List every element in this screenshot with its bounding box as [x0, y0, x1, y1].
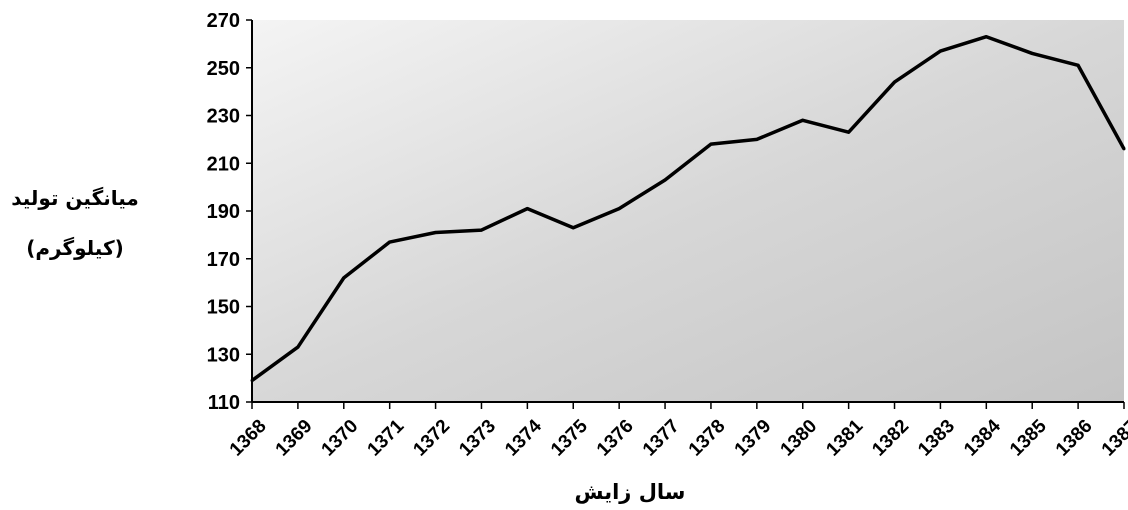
y-tick-label: 170 [207, 249, 240, 271]
data-point [388, 240, 392, 244]
y-axis-ticks: 110 130 150 170 190 210 230 250 270 [207, 10, 252, 414]
data-point [1076, 63, 1080, 67]
series-line [250, 34, 1126, 382]
x-tick-label: 1374 [501, 415, 546, 460]
data-point [984, 35, 988, 39]
data-point [893, 80, 897, 84]
data-point [571, 226, 575, 230]
x-tick-label: 1368 [226, 416, 271, 461]
x-tick-label: 1371 [364, 415, 409, 460]
y-tick-label: 110 [208, 392, 240, 414]
data-point [847, 130, 851, 134]
data-point [938, 49, 942, 53]
x-tick-label: 1385 [1006, 415, 1051, 460]
x-tick-label: 1378 [685, 416, 730, 461]
x-tick-label: 1384 [960, 415, 1005, 460]
x-tick-label: 1382 [868, 416, 913, 461]
x-tick-label: 1387 [1098, 416, 1128, 461]
data-point [296, 345, 300, 349]
x-axis-ticks: 1368 1369 1370 1371 1372 1373 1374 1375 1376 1377… [226, 402, 1128, 460]
data-point [709, 142, 713, 146]
y-axis-label-line1: میانگین تولید [11, 186, 139, 210]
y-tick-label: 130 [207, 344, 240, 366]
data-point [1030, 51, 1034, 55]
y-tick-label: 190 [207, 201, 240, 223]
x-tick-label: 1375 [547, 415, 592, 460]
x-tick-label: 1379 [731, 416, 776, 461]
data-point [479, 228, 483, 232]
x-tick-label: 1383 [914, 416, 959, 461]
x-tick-label: 1373 [455, 416, 500, 461]
data-point [617, 207, 621, 211]
data-point [1122, 147, 1126, 151]
data-point [342, 276, 346, 280]
x-tick-label: 1380 [777, 416, 822, 461]
series-group [250, 34, 1126, 383]
data-point [434, 230, 438, 234]
x-tick-label: 1369 [272, 416, 317, 461]
x-tick-label: 1370 [318, 416, 363, 461]
y-tick-label: 270 [207, 10, 240, 32]
y-tick-label: 150 [207, 297, 240, 319]
y-tick-label: 250 [207, 58, 240, 80]
data-point [663, 178, 667, 182]
y-axis-label-line2: (کیلوگرم) [26, 236, 124, 260]
x-tick-label: 1381 [822, 415, 867, 460]
x-axis-label: سال زایش [574, 480, 686, 504]
plot-area [252, 20, 1124, 402]
x-tick-label: 1386 [1052, 416, 1097, 461]
data-point [250, 379, 254, 383]
y-tick-label: 230 [207, 106, 240, 128]
y-tick-label: 210 [207, 153, 240, 175]
data-point [525, 207, 529, 211]
x-tick-label: 1372 [409, 416, 454, 461]
x-tick-label: 1377 [639, 416, 684, 461]
data-point [755, 137, 759, 141]
data-point [801, 118, 805, 122]
x-tick-label: 1376 [593, 416, 638, 461]
